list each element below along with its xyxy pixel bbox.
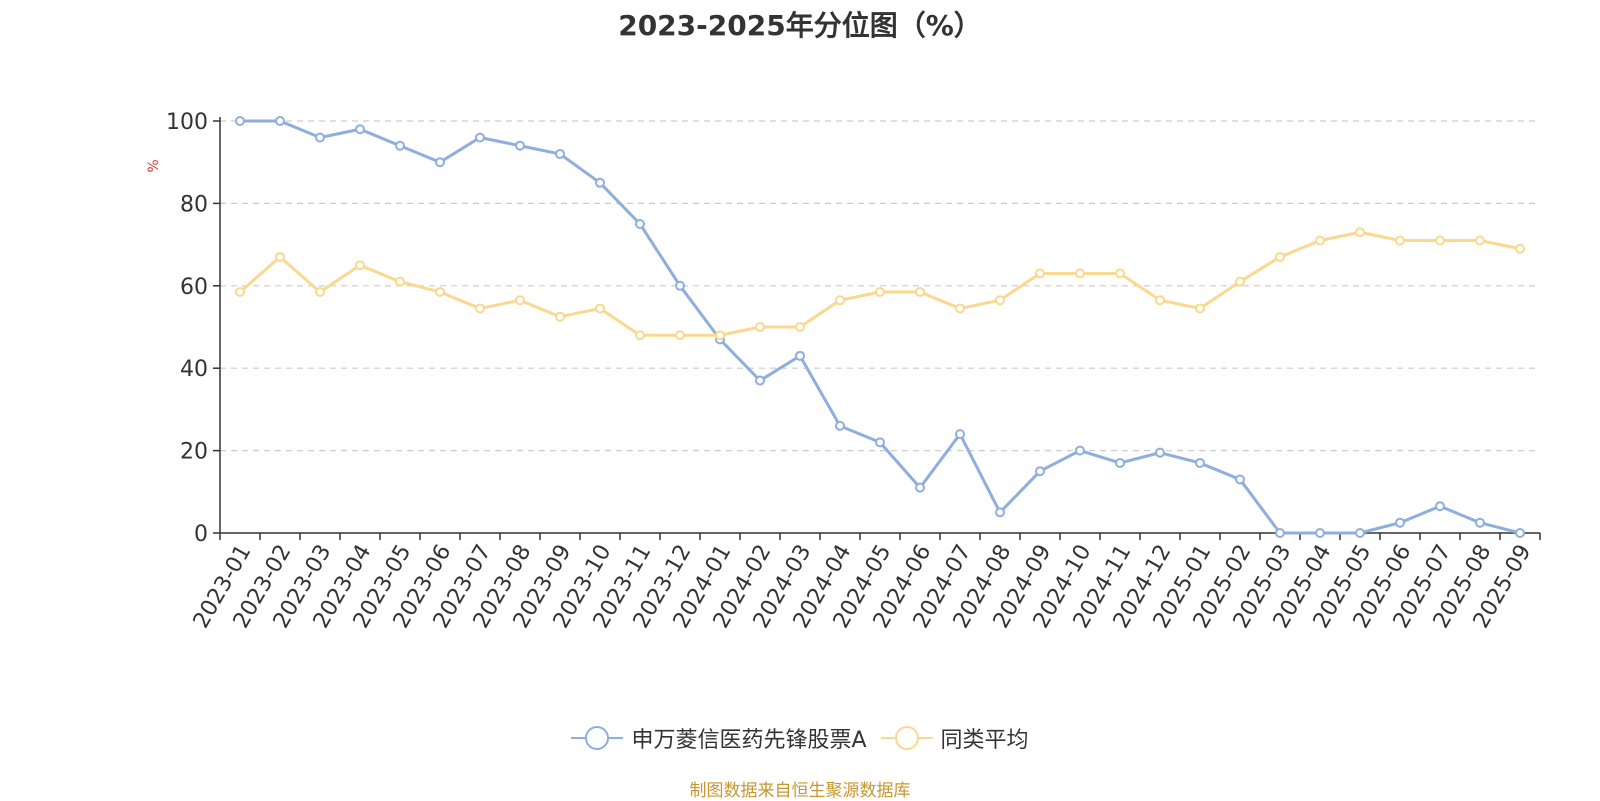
y-tick-label: 20	[180, 440, 208, 465]
series-0-point[interactable]	[755, 375, 765, 386]
series-line-1	[239, 230, 1521, 337]
series-1-point[interactable]	[275, 251, 285, 262]
series-0-point[interactable]	[1195, 457, 1205, 468]
source-note: 制图数据来自恒生聚源数据库	[689, 781, 911, 801]
series-0-point[interactable]	[435, 157, 445, 168]
y-tick-label: 40	[180, 357, 208, 382]
series-1-point[interactable]	[1315, 235, 1325, 246]
series-1-point[interactable]	[715, 330, 725, 341]
legend-item-average[interactable]: 同类平均	[880, 722, 1029, 754]
series-1-point[interactable]	[1275, 251, 1285, 262]
series-1-point[interactable]	[1115, 268, 1125, 279]
series-1-point[interactable]	[1515, 243, 1525, 254]
legend-swatch-fund	[571, 725, 624, 751]
series-1-point[interactable]	[1235, 276, 1245, 287]
series-line-0	[240, 119, 1521, 535]
series-0-point[interactable]	[955, 429, 965, 440]
series-0-point[interactable]	[515, 140, 525, 151]
series-1-point[interactable]	[435, 286, 445, 297]
legend-swatch-average	[880, 725, 933, 751]
series-0-point[interactable]	[1515, 528, 1525, 538]
series-1-point[interactable]	[1035, 268, 1045, 279]
series-1-point[interactable]	[675, 330, 685, 341]
series-1-point[interactable]	[1395, 235, 1405, 246]
series-0-point[interactable]	[1475, 517, 1485, 528]
grid-layer	[220, 120, 1540, 452]
series-0-point[interactable]	[835, 420, 845, 431]
axis-layer: 0204060801002023-012023-022023-032023-04…	[166, 110, 1541, 633]
series-1-point[interactable]	[995, 295, 1005, 306]
series-1-point[interactable]	[395, 276, 405, 287]
legend: 申万菱信医药先锋股票A 同类平均	[0, 722, 1600, 754]
series-0-point[interactable]	[1355, 528, 1365, 538]
series-1-point[interactable]	[875, 286, 885, 297]
series-0-point[interactable]	[275, 116, 285, 126]
series-0-point[interactable]	[395, 140, 405, 151]
series-0-point[interactable]	[235, 116, 245, 126]
series-0-point[interactable]	[1235, 474, 1245, 485]
series-0-point[interactable]	[1395, 517, 1405, 528]
series-1-point[interactable]	[1475, 235, 1485, 246]
legend-label-average: 同类平均	[940, 728, 1029, 753]
series-0-point[interactable]	[1275, 528, 1285, 538]
series-0-point[interactable]	[635, 219, 645, 229]
series-1-point[interactable]	[1155, 295, 1165, 306]
series-0-point[interactable]	[475, 132, 485, 143]
y-axis-unit-label: %	[146, 159, 162, 172]
series-1-point[interactable]	[355, 260, 365, 271]
series-0-point[interactable]	[915, 482, 925, 493]
legend-item-fund[interactable]: 申万菱信医药先锋股票A	[571, 722, 867, 754]
series-1-point[interactable]	[315, 286, 325, 297]
series-1-point[interactable]	[915, 286, 925, 297]
series-0-point[interactable]	[1435, 501, 1445, 512]
y-tick-label: 60	[180, 275, 208, 300]
series-0-point[interactable]	[1035, 466, 1045, 477]
series-1-point[interactable]	[595, 303, 605, 314]
series-0-point[interactable]	[795, 350, 805, 361]
series-0-point[interactable]	[1155, 447, 1165, 458]
chart-title: 2023-2025年分位图（%）	[618, 9, 982, 42]
series-1-point[interactable]	[1435, 235, 1445, 246]
series-0-point[interactable]	[595, 177, 605, 188]
series-1-point[interactable]	[515, 295, 525, 306]
series-layer	[235, 116, 1525, 538]
series-1-point[interactable]	[1355, 227, 1365, 238]
series-1-point[interactable]	[795, 322, 805, 332]
series-1-point[interactable]	[835, 295, 845, 306]
series-1-point[interactable]	[1075, 268, 1085, 279]
legend-label-fund: 申万菱信医药先锋股票A	[631, 728, 867, 753]
series-0-point[interactable]	[315, 132, 325, 143]
series-0-point[interactable]	[1075, 445, 1085, 456]
series-1-point[interactable]	[955, 303, 965, 314]
series-0-point[interactable]	[995, 507, 1005, 518]
series-1-point[interactable]	[475, 303, 485, 314]
y-tick-label: 0	[194, 522, 208, 547]
series-0-point[interactable]	[1315, 528, 1325, 538]
series-1-point[interactable]	[1195, 303, 1205, 314]
series-1-point[interactable]	[755, 322, 765, 332]
series-0-point[interactable]	[555, 148, 565, 159]
y-tick-label: 100	[166, 110, 208, 135]
series-0-point[interactable]	[875, 437, 885, 448]
y-tick-label: 80	[180, 192, 208, 217]
series-0-point[interactable]	[675, 280, 685, 291]
series-0-point[interactable]	[355, 124, 365, 135]
series-1-point[interactable]	[635, 330, 645, 341]
series-1-point[interactable]	[555, 311, 565, 322]
series-0-point[interactable]	[1115, 457, 1125, 468]
series-1-point[interactable]	[235, 286, 245, 297]
